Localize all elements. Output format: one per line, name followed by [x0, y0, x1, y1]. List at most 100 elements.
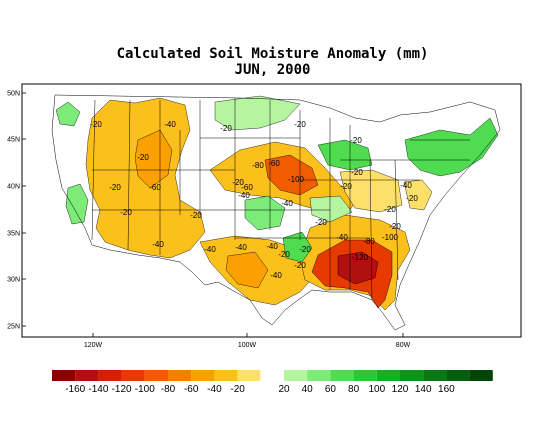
- colorbar-label: 120: [392, 384, 409, 395]
- wet-region-central: [244, 195, 286, 231]
- contour-label: -60: [268, 159, 280, 168]
- colorbar-swatch: [168, 370, 192, 381]
- contour-label: -60: [149, 183, 161, 192]
- colorbar-label: -20: [230, 384, 245, 395]
- contour-label: -20: [220, 124, 232, 133]
- contour-label: -40: [266, 242, 278, 251]
- contour-label: -20: [294, 261, 306, 270]
- colorbar-swatch: [52, 370, 76, 381]
- contour-label: -20: [232, 178, 244, 187]
- contour-label: -120: [352, 253, 369, 262]
- colorbar-label: 20: [278, 384, 290, 395]
- contour-label: -20: [120, 208, 132, 217]
- contour-label: -40: [400, 181, 412, 190]
- dry-region-ohio: [339, 169, 403, 213]
- us-outline: [51, 94, 501, 331]
- colorbar-label: -140: [88, 384, 108, 395]
- contour-label: -20: [406, 194, 418, 203]
- colorbar-swatch: [260, 369, 285, 382]
- contour-label: -80: [252, 161, 264, 170]
- contour-label: -100: [288, 175, 305, 184]
- contour-label: -20: [190, 211, 202, 220]
- contour-label: -20: [384, 205, 396, 214]
- colorbar-swatch: [237, 370, 261, 381]
- contour-label: -40: [152, 240, 164, 249]
- colorbar-label: -120: [112, 384, 132, 395]
- colorbar-swatch: [75, 370, 99, 381]
- wet-region-great-lakes: [317, 139, 373, 171]
- contour-label: -40: [235, 243, 247, 252]
- dry-region-texas-core: [225, 251, 269, 289]
- contour-label: -40: [281, 199, 293, 208]
- colorbar-swatch: [307, 370, 331, 381]
- map-frame: [21, 83, 522, 338]
- contour-label: -20: [137, 153, 149, 162]
- wet-region-pacific-nw: [55, 101, 81, 127]
- colorbar-swatch: [98, 370, 122, 381]
- colorbar-swatch: [376, 370, 400, 381]
- wet-region-northern-plains: [214, 95, 301, 131]
- lat-tick-label: 35N: [7, 231, 20, 238]
- contour-labels: -20 -40 -20 -20-20-20 -60-20-40-20-60-80-100…: [90, 120, 418, 280]
- colorbar-label: -160: [65, 384, 85, 395]
- colorbar-swatch: [353, 370, 377, 381]
- colorbar-swatch: [423, 370, 447, 381]
- contour-label: -20: [351, 168, 363, 177]
- lat-tick-label: 40N: [7, 184, 20, 191]
- state-lines: [91, 98, 470, 301]
- contour-label: -40: [238, 191, 250, 200]
- colorbar-label: 160: [438, 384, 455, 395]
- contour-label: -40: [164, 120, 176, 129]
- colorbar-label: -100: [135, 384, 155, 395]
- lat-tick-label: 25N: [7, 324, 20, 331]
- dry-region-northeast: [403, 179, 433, 211]
- anomaly-shading: [55, 95, 499, 311]
- colorbar-swatch: [446, 370, 470, 381]
- wet-region-ozarks: [282, 231, 313, 263]
- contour-label: -20: [350, 136, 362, 145]
- colorbar-label: 80: [348, 384, 360, 395]
- colorbar-swatch: [400, 370, 424, 381]
- colorbar-label: 100: [368, 384, 385, 395]
- colorbar-label: 140: [415, 384, 432, 395]
- contour-label: -20: [294, 120, 306, 129]
- colorbar-label: 40: [302, 384, 314, 395]
- longitude-axis: 120W 100W 80W: [84, 333, 411, 349]
- lat-tick-label: 30N: [7, 277, 20, 284]
- colorbar-swatch: [121, 370, 145, 381]
- colorbar-label: -60: [184, 384, 199, 395]
- contour-label: -20: [109, 183, 121, 192]
- wet-region-northwest: [65, 183, 89, 225]
- wet-region-appalachia: [309, 195, 353, 223]
- colorbar-label: -80: [161, 384, 176, 395]
- colorbar-label: -40: [207, 384, 222, 395]
- map-title: Calculated Soil Moisture Anomaly (mm): [116, 46, 429, 62]
- colorbar-swatch: [284, 370, 308, 381]
- colorbar-swatch: [469, 370, 493, 381]
- contour-label: -60: [241, 183, 253, 192]
- contour-label: -20: [90, 120, 102, 129]
- map-subtitle: JUN, 2000: [234, 62, 311, 78]
- lat-tick-label: 45N: [7, 137, 20, 144]
- colorbar-label: 60: [325, 384, 337, 395]
- contour-label: -80: [363, 237, 375, 246]
- lat-tick-label: 50N: [7, 91, 20, 98]
- colorbar-swatch: [191, 370, 215, 381]
- dry-max-southeast: [337, 251, 379, 285]
- contour-label: -20: [278, 250, 290, 259]
- lon-tick-label: 120W: [84, 342, 103, 349]
- latitude-axis: 50N 45N 40N 35N 30N 25N: [7, 91, 26, 331]
- lon-tick-label: 100W: [238, 342, 257, 349]
- contour-label: -100: [382, 233, 399, 242]
- colorbar-swatch: [214, 370, 238, 381]
- contour-label: -40: [336, 233, 348, 242]
- borders: [51, 94, 501, 331]
- dry-region-rockies: [134, 129, 173, 189]
- contour-label: -20: [299, 245, 311, 254]
- lon-tick-label: 80W: [396, 342, 411, 349]
- contour-label: -40: [270, 271, 282, 280]
- contour-label: -40: [204, 245, 216, 254]
- contour-label: -20: [389, 222, 401, 231]
- wet-region-northeast: [404, 117, 499, 177]
